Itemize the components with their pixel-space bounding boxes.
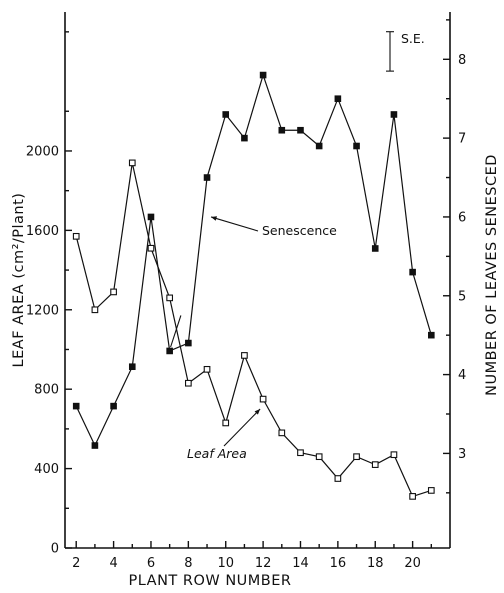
senescence-point [110,402,117,410]
x-tick-label: 4 [109,556,117,571]
senescence-point [203,174,211,181]
x-tick-label: 2 [72,556,80,571]
senescence-point [409,268,416,276]
leaf-area-point [427,487,435,494]
senescence-point [185,339,192,347]
senescence-point [371,245,379,252]
x-tick-label: 16 [330,556,347,571]
leaf-area-point [110,288,117,296]
plot-area [64,12,451,549]
leaf-area-point [390,451,398,459]
leaf-area-point [353,453,360,461]
x-axis-ticks: 2 4 6 8 10 12 14 16 18 20 [72,541,433,571]
y-left-tick-label: 0 [51,542,59,557]
se-label: S.E. [401,31,425,46]
leaf-area-point [334,475,342,482]
x-tick-label: 14 [292,556,309,571]
x-tick-label: 12 [255,556,272,571]
senescence-pointer [210,216,259,232]
leaf-area-point [222,419,230,427]
senescence-point [259,71,267,79]
y-left-tick-label: 1200 [26,303,59,318]
senescence-pointer-head [211,216,218,221]
leaf-area-point [259,395,267,403]
y-left-tick-label: 2000 [26,144,59,159]
senescence-point [334,95,342,103]
leaf-area-line [75,162,432,498]
senescence-point [72,402,80,410]
series-layer [72,71,435,500]
y-right-tick-label: 6 [458,210,466,225]
x-axis-title: PLANT ROW NUMBER [129,573,292,589]
leaf-area-point [91,306,99,314]
senescence-point [428,331,435,339]
leaf-area-point [241,352,248,359]
senescence-point [278,126,286,134]
leaf-area-label: Leaf Area [187,446,247,461]
leaf-area-point [278,429,286,437]
leaf-area-point [315,453,323,461]
leaf-area-point [184,379,192,387]
senescence-point [147,213,155,221]
leaf-area-point [203,365,211,373]
senescence-point [222,111,230,118]
leaf-area-point [371,461,379,468]
y-right-axis-title: NUMBER OF LEAVES SENESCED [484,154,500,396]
x-tick-label: 20 [404,556,421,571]
y-right-axis-ticks: 3 4 5 6 7 8 [443,19,466,494]
y-right-tick-label: 4 [458,368,466,383]
x-tick-label: 6 [147,556,155,571]
leaf-area-point [409,493,416,500]
leaf-area-pointer-head [254,409,261,415]
y-left-tick-label: 800 [34,383,59,398]
senescence-point [241,134,248,142]
y-left-tick-label: 400 [34,462,59,477]
leaf-area-point [128,159,136,167]
leaf-area-pointer [223,408,261,447]
senescence-point [297,126,304,134]
y-left-axis-ticks: 0 400 800 1200 1600 2000 [26,31,72,557]
y-right-tick-label: 3 [458,447,466,462]
senescence-point [166,347,173,355]
leaf-area-point [166,294,174,302]
y-left-tick-label: 1600 [26,224,59,239]
senescence-point [128,363,136,371]
leaf-area-point [297,449,304,457]
senescence-point [390,111,398,118]
leaf-area-point [72,232,80,240]
y-right-tick-label: 8 [458,53,466,68]
y-right-tick-label: 7 [458,132,466,147]
x-tick-label: 10 [217,556,234,571]
leaf-area-secondary-pointer [170,315,182,348]
leaf-area-point [147,244,155,252]
x-tick-label: 8 [184,556,192,571]
y-right-tick-label: 5 [458,289,466,304]
senescence-point [353,142,360,150]
senescence-label: Senescence [262,223,337,238]
senescence-line [75,73,432,447]
annotation-layer [170,31,394,447]
x-tick-label: 18 [367,556,384,571]
y-left-axis-title: LEAF AREA (cm²/Plant) [11,193,27,368]
senescence-point [315,142,323,150]
senescence-point [91,442,99,449]
